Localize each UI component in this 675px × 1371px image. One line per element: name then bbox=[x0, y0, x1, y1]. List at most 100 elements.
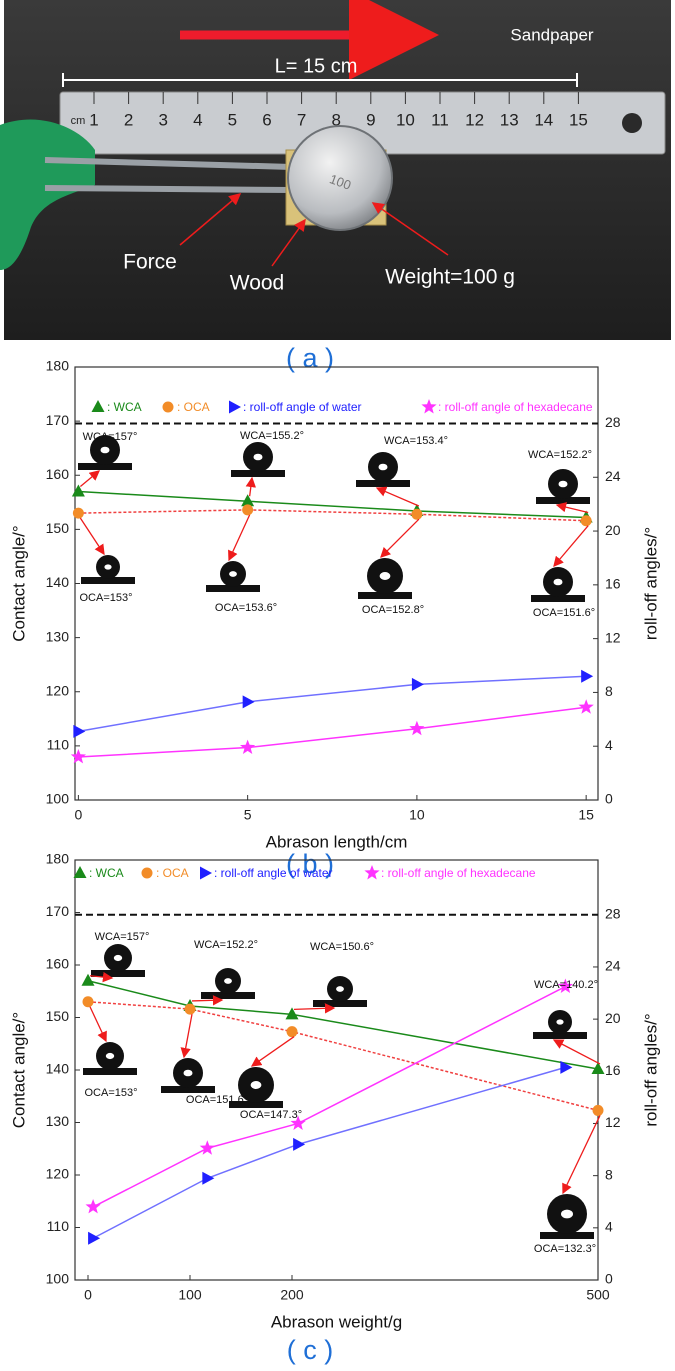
y2-tick-label: 28 bbox=[605, 905, 621, 921]
y2-tick-label: 8 bbox=[605, 683, 613, 699]
annotation: OCA=153° bbox=[79, 592, 132, 604]
legend-label: : OCA bbox=[156, 866, 189, 880]
ruler-number: 7 bbox=[297, 110, 306, 129]
marker bbox=[285, 1007, 299, 1020]
y2-tick-label: 28 bbox=[605, 414, 621, 430]
droplet-substrate bbox=[533, 1032, 587, 1039]
series-line bbox=[92, 985, 566, 1208]
x-tick-label: 0 bbox=[74, 807, 82, 823]
droplet-substrate bbox=[358, 592, 412, 599]
y-tick-label: 130 bbox=[46, 1113, 70, 1129]
ruler-number: 14 bbox=[534, 110, 553, 129]
marker bbox=[580, 515, 592, 527]
plot-frame bbox=[74, 366, 599, 801]
legend-marker bbox=[364, 865, 380, 880]
ruler-ticks: cm 1 2 3 4 5 6 7 8 9 10 11 12 13 14 15 bbox=[71, 92, 588, 129]
legend-label: : roll-off angle of hexadecane bbox=[381, 866, 536, 880]
ruler-number: 9 bbox=[366, 110, 375, 129]
droplet-highlight bbox=[561, 1209, 573, 1219]
droplet-highlight bbox=[378, 463, 388, 471]
weight bbox=[287, 125, 393, 231]
y-tick-label: 150 bbox=[46, 520, 70, 536]
y-tick-label: 140 bbox=[46, 1061, 70, 1077]
ruler-number: 8 bbox=[331, 110, 340, 129]
glove bbox=[0, 119, 95, 270]
marker bbox=[184, 1003, 196, 1015]
y2-tick-label: 12 bbox=[605, 629, 621, 645]
annotation: WCA=155.2° bbox=[240, 430, 304, 442]
annotation-arrow bbox=[552, 1039, 601, 1065]
droplet-substrate bbox=[313, 1000, 367, 1007]
annotation-arrow bbox=[79, 470, 100, 487]
ruler-number: 1 bbox=[89, 110, 98, 129]
y-tick-label: 100 bbox=[46, 1271, 70, 1287]
sandpaper-label: Sandpaper bbox=[510, 25, 594, 44]
legend-marker bbox=[91, 400, 105, 412]
droplet-substrate bbox=[161, 1086, 215, 1093]
x-tick-label: 500 bbox=[586, 1287, 610, 1303]
droplet-substrate bbox=[83, 1068, 137, 1075]
ruler-number: 3 bbox=[158, 110, 167, 129]
droplet-highlight bbox=[104, 564, 112, 570]
x-tick-label: 15 bbox=[578, 807, 594, 823]
annotation: WCA=153.4° bbox=[384, 435, 448, 447]
tweezers bbox=[44, 185, 293, 193]
droplet-highlight bbox=[105, 1052, 115, 1060]
series-line bbox=[87, 980, 599, 1070]
annotation: OCA=153.6° bbox=[215, 602, 277, 614]
marker bbox=[88, 1231, 101, 1245]
x-axis-title: Abrason weight/g bbox=[271, 1312, 402, 1331]
y-tick-label: 160 bbox=[46, 956, 70, 972]
y2-tick-label: 20 bbox=[605, 522, 621, 538]
marker bbox=[73, 724, 86, 738]
y-tick-label: 150 bbox=[46, 1008, 70, 1024]
y-tick-label: 140 bbox=[46, 574, 70, 590]
droplet-substrate bbox=[91, 970, 145, 977]
y-tick-label: 170 bbox=[46, 412, 70, 428]
marker bbox=[560, 1060, 573, 1074]
marker bbox=[591, 1061, 605, 1074]
droplet-highlight bbox=[558, 480, 568, 488]
panel-caption: ( a ) bbox=[286, 343, 334, 373]
y2-tick-label: 20 bbox=[605, 1010, 621, 1026]
weight-mark: 100 bbox=[328, 171, 354, 193]
annotation: WCA=150.6° bbox=[310, 941, 374, 953]
marker bbox=[81, 973, 95, 986]
ruler-number: 15 bbox=[569, 110, 588, 129]
y2-tick-label: 0 bbox=[605, 1271, 613, 1287]
y-tick-label: 130 bbox=[46, 628, 70, 644]
series-line bbox=[78, 675, 587, 733]
droplet-highlight bbox=[229, 571, 237, 577]
y2-tick-label: 12 bbox=[605, 1114, 621, 1130]
marker bbox=[70, 749, 86, 764]
pointer bbox=[271, 218, 306, 267]
annotation: OCA=132.3° bbox=[534, 1243, 596, 1255]
droplet-highlight bbox=[553, 578, 563, 586]
ruler-number: 2 bbox=[124, 110, 133, 129]
marker bbox=[82, 996, 94, 1008]
pointer bbox=[371, 202, 449, 256]
annotation: OCA=152.8° bbox=[362, 604, 424, 616]
annotation: WCA=152.2° bbox=[194, 939, 258, 951]
droplet-substrate bbox=[206, 585, 260, 592]
droplet-highlight bbox=[183, 1069, 193, 1077]
legend-marker bbox=[73, 866, 87, 878]
legend-label: : roll-off angle of hexadecane bbox=[438, 400, 593, 414]
y-tick-label: 170 bbox=[46, 903, 70, 919]
marker bbox=[409, 720, 425, 736]
y2-tick-label: 24 bbox=[605, 958, 621, 974]
annotation: OCA=147.3° bbox=[240, 1109, 302, 1121]
wood-label: Wood bbox=[230, 272, 284, 295]
ruler-number: 6 bbox=[262, 110, 271, 129]
series-line bbox=[78, 490, 587, 519]
y2-axis-title: roll-off angles/° bbox=[641, 527, 660, 640]
y-axis-title: Contact angle/° bbox=[9, 525, 28, 641]
droplet-substrate bbox=[356, 480, 410, 487]
droplet-highlight bbox=[336, 986, 344, 992]
marker bbox=[286, 1026, 298, 1038]
annotation: WCA=152.2° bbox=[528, 449, 592, 461]
y-tick-label: 110 bbox=[47, 737, 70, 753]
y-tick-label: 120 bbox=[46, 1166, 70, 1182]
ruler-number: cm bbox=[71, 115, 86, 127]
